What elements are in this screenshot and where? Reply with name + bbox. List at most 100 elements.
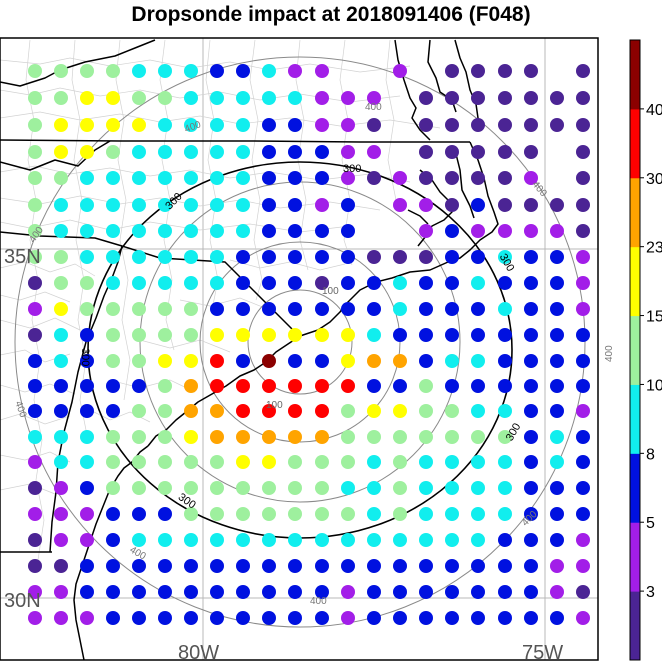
impact-dot xyxy=(315,481,329,495)
impact-dot xyxy=(498,64,512,78)
impact-dot xyxy=(524,145,538,159)
impact-dot xyxy=(315,276,329,290)
impact-dot xyxy=(210,354,224,368)
impact-dot xyxy=(158,404,172,418)
impact-dot xyxy=(106,224,120,238)
impact-dot xyxy=(210,171,224,185)
impact-dot xyxy=(341,354,355,368)
impact-dot xyxy=(262,481,276,495)
impact-dot xyxy=(28,64,42,78)
impact-dot xyxy=(236,171,250,185)
impact-dot xyxy=(393,276,407,290)
impact-dot xyxy=(132,145,146,159)
impact-dot xyxy=(54,379,68,393)
impact-dot xyxy=(184,64,198,78)
impact-dot xyxy=(576,250,590,264)
ring-label-400: 400 xyxy=(604,345,615,362)
impact-dot xyxy=(158,171,172,185)
impact-dot xyxy=(471,198,485,212)
impact-dot xyxy=(28,91,42,105)
impact-dot xyxy=(524,611,538,625)
impact-dot xyxy=(498,250,512,264)
impact-dot xyxy=(288,481,302,495)
impact-dot xyxy=(106,91,120,105)
impact-dot xyxy=(236,404,250,418)
impact-dot xyxy=(471,481,485,495)
impact-dot xyxy=(550,198,564,212)
impact-dot xyxy=(236,379,250,393)
impact-dot xyxy=(262,171,276,185)
impact-dot xyxy=(341,430,355,444)
map-frame xyxy=(0,37,599,661)
impact-dot xyxy=(210,455,224,469)
impact-dot xyxy=(184,224,198,238)
impact-dot xyxy=(393,404,407,418)
impact-dot xyxy=(262,379,276,393)
impact-dot xyxy=(28,276,42,290)
impact-dot xyxy=(498,145,512,159)
impact-dot xyxy=(80,481,94,495)
impact-dot xyxy=(210,533,224,547)
impact-dot xyxy=(106,354,120,368)
impact-dot xyxy=(288,585,302,599)
impact-dot xyxy=(132,171,146,185)
impact-dot xyxy=(210,224,224,238)
impact-dot xyxy=(28,224,42,238)
impact-dot xyxy=(106,404,120,418)
impact-dot xyxy=(210,404,224,418)
impact-dot xyxy=(54,91,68,105)
impact-dot xyxy=(576,224,590,238)
impact-dot xyxy=(158,507,172,521)
impact-dot xyxy=(158,430,172,444)
impact-dot xyxy=(393,611,407,625)
impact-dot xyxy=(315,507,329,521)
impact-dot xyxy=(28,533,42,547)
colorbar-swatch xyxy=(630,453,640,523)
impact-dot xyxy=(550,354,564,368)
impact-dot xyxy=(80,507,94,521)
impact-dot xyxy=(419,481,433,495)
impact-dot xyxy=(341,404,355,418)
impact-dot xyxy=(262,64,276,78)
impact-dot xyxy=(315,455,329,469)
impact-dot xyxy=(106,455,120,469)
impact-dot xyxy=(576,379,590,393)
impact-dot xyxy=(158,354,172,368)
impact-dot xyxy=(315,404,329,418)
impact-dot xyxy=(367,404,381,418)
impact-dot xyxy=(393,430,407,444)
impact-dot xyxy=(445,224,459,238)
impact-dot xyxy=(288,171,302,185)
impact-dot xyxy=(80,224,94,238)
impact-dot xyxy=(550,585,564,599)
impact-dot xyxy=(80,533,94,547)
colorbar-tick-label: 3 xyxy=(646,584,655,601)
impact-dot xyxy=(498,585,512,599)
impact-dot xyxy=(262,145,276,159)
impact-dot xyxy=(184,481,198,495)
impact-dot xyxy=(262,585,276,599)
impact-dot xyxy=(524,91,538,105)
impact-dot xyxy=(445,481,459,495)
impact-dot xyxy=(288,379,302,393)
impact-dot xyxy=(393,64,407,78)
impact-dot xyxy=(419,302,433,316)
impact-dot xyxy=(315,611,329,625)
impact-dot xyxy=(550,224,564,238)
impact-dot xyxy=(445,250,459,264)
impact-dot xyxy=(236,559,250,573)
impact-dot xyxy=(315,224,329,238)
impact-dot xyxy=(236,118,250,132)
impact-dot xyxy=(184,404,198,418)
impact-dot xyxy=(80,328,94,342)
impact-dot xyxy=(341,302,355,316)
impact-dot xyxy=(524,379,538,393)
ring-label-300: 300 xyxy=(497,252,517,274)
impact-dot xyxy=(471,533,485,547)
impact-dot xyxy=(498,481,512,495)
impact-dot xyxy=(80,276,94,290)
impact-dot xyxy=(419,455,433,469)
impact-dot xyxy=(210,559,224,573)
impact-dot xyxy=(445,533,459,547)
impact-dot xyxy=(132,328,146,342)
